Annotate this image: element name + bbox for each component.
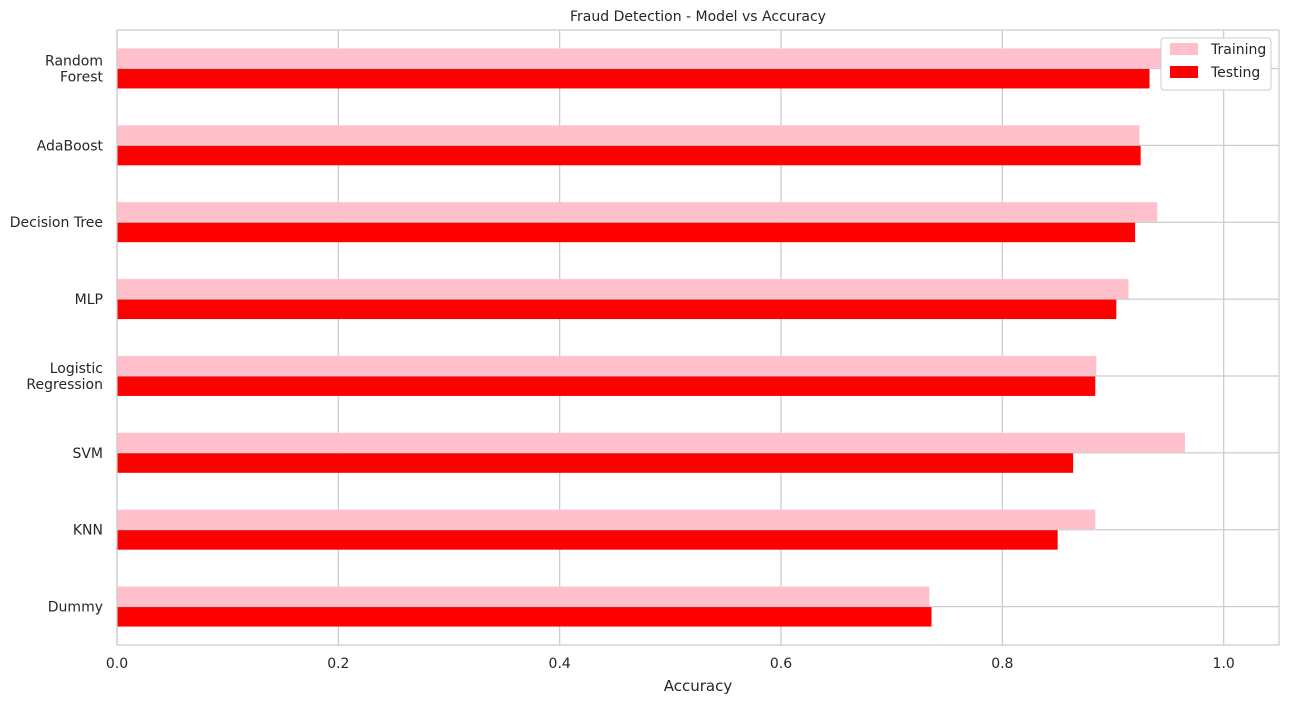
- x-tick-label: 1.0: [1213, 656, 1235, 672]
- y-tick-label: AdaBoost: [37, 138, 104, 154]
- legend-swatch-training: [1170, 43, 1198, 55]
- bar-training: [117, 202, 1158, 222]
- y-tick-label: MLP: [75, 292, 103, 308]
- bar-training: [117, 125, 1140, 145]
- x-tick-label: 0.4: [549, 656, 571, 672]
- legend: Training Testing: [1160, 37, 1272, 91]
- x-axis-label: Accuracy: [664, 677, 733, 695]
- legend-label-testing: Testing: [1210, 65, 1260, 81]
- x-tick-label: 0.2: [327, 656, 349, 672]
- bar-training: [117, 279, 1129, 299]
- gridlines: [116, 30, 1279, 645]
- y-tick-label: SVM: [72, 446, 103, 462]
- y-tick-label: Decision Tree: [10, 215, 103, 231]
- bar-testing: [117, 299, 1117, 320]
- y-tick-label: Logistic Regression: [26, 361, 103, 393]
- bar-testing: [117, 453, 1074, 473]
- chart-title: Fraud Detection - Model vs Accuracy: [570, 9, 826, 25]
- bar-testing: [117, 145, 1141, 166]
- bar-training: [117, 586, 930, 607]
- y-tick-label: Dummy: [48, 600, 103, 616]
- bar-testing: [117, 530, 1058, 550]
- plot-frame: [116, 29, 1280, 646]
- x-tick-label: 0.8: [991, 656, 1013, 672]
- bar-training: [117, 432, 1185, 453]
- x-tick-labels: 0.0 0.2 0.4 0.6 0.8 1.0: [106, 656, 1235, 672]
- bar-testing: [117, 222, 1136, 243]
- bar-testing: [117, 68, 1150, 89]
- bar-training: [117, 355, 1097, 376]
- bar-training: [117, 509, 1096, 530]
- legend-swatch-testing: [1170, 66, 1198, 78]
- y-tick-label: KNN: [73, 523, 103, 539]
- plot-background: [117, 30, 1279, 645]
- legend-label-training: Training: [1210, 42, 1266, 58]
- x-tick-label: 0.6: [770, 656, 792, 672]
- x-tick-label: 0.0: [106, 656, 128, 672]
- bar-testing: [117, 607, 932, 627]
- y-tick-labels: Random Forest AdaBoost Decision Tree MLP Logi…: [10, 53, 104, 615]
- bar-training: [117, 48, 1224, 68]
- bars: [117, 48, 1224, 627]
- y-tick-label: Random Forest: [45, 53, 103, 85]
- bar-testing: [117, 376, 1096, 396]
